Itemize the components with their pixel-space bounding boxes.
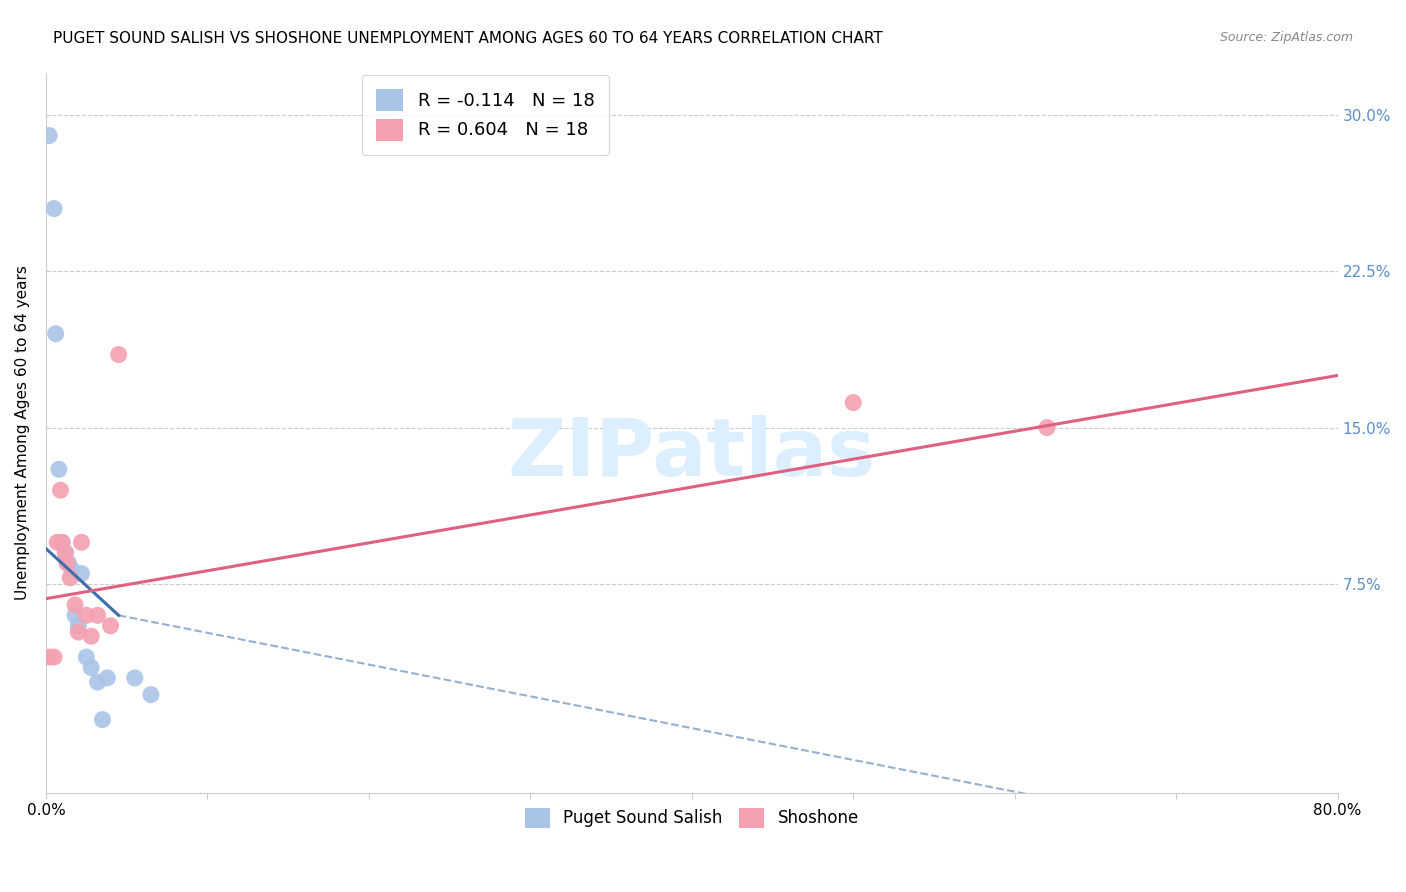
Legend: Puget Sound Salish, Shoshone: Puget Sound Salish, Shoshone	[519, 801, 866, 835]
Point	[67, 619, 90, 633]
Y-axis label: Unemployment Among Ages 60 to 64 years: Unemployment Among Ages 60 to 64 years	[15, 266, 30, 600]
Point	[139, 688, 162, 702]
Point	[51, 535, 73, 549]
Point	[91, 713, 114, 727]
Point	[53, 546, 76, 560]
Point	[56, 556, 79, 570]
Text: PUGET SOUND SALISH VS SHOSHONE UNEMPLOYMENT AMONG AGES 60 TO 64 YEARS CORRELATIO: PUGET SOUND SALISH VS SHOSHONE UNEMPLOYM…	[53, 31, 883, 46]
Point	[80, 660, 103, 674]
Text: Source: ZipAtlas.com: Source: ZipAtlas.com	[1219, 31, 1353, 45]
Point	[42, 650, 65, 665]
Point	[124, 671, 146, 685]
Point	[86, 675, 108, 690]
Point	[70, 535, 93, 549]
Point	[45, 326, 67, 341]
Point	[75, 608, 97, 623]
Point	[49, 483, 72, 498]
Point	[48, 462, 70, 476]
Point	[51, 535, 73, 549]
Text: ZIPatlas: ZIPatlas	[508, 416, 876, 493]
Point	[80, 629, 103, 643]
Point	[38, 128, 60, 143]
Point	[75, 650, 97, 665]
Point	[42, 202, 65, 216]
Point	[842, 395, 865, 409]
Point	[60, 562, 83, 576]
Point	[63, 608, 86, 623]
Point	[63, 598, 86, 612]
Point	[70, 566, 93, 581]
Point	[1036, 420, 1059, 434]
Point	[59, 571, 82, 585]
Point	[107, 348, 129, 362]
Point	[58, 556, 80, 570]
Point	[67, 625, 90, 640]
Point	[86, 608, 108, 623]
Point	[46, 535, 69, 549]
Point	[38, 650, 60, 665]
Point	[96, 671, 118, 685]
Point	[53, 546, 76, 560]
Point	[100, 619, 122, 633]
